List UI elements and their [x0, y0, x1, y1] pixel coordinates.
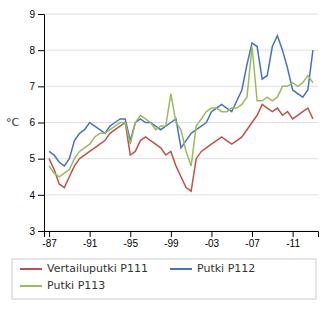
series-line	[49, 47, 313, 177]
x-tick-label: -11	[286, 238, 300, 249]
y-tick-label: 8	[29, 45, 35, 56]
y-tick-label: 5	[29, 153, 35, 164]
x-tick: -91	[83, 231, 98, 249]
legend-frame	[12, 259, 316, 299]
legend-label: Putki P112	[197, 262, 255, 275]
y-tick: 7	[29, 81, 44, 92]
legend-swatch	[20, 268, 42, 270]
grid-line	[44, 194, 318, 195]
x-tick-label: -07	[245, 238, 260, 249]
y-tick-label: 7	[29, 81, 35, 92]
y-tick-mark	[38, 14, 44, 15]
y-tick-mark	[38, 123, 44, 124]
lines	[49, 36, 313, 192]
chart-svg: -87 -91 -95 -99 -03 -07 -11 3 4 5 6 7 8 9 °C Vertailupu…	[0, 0, 332, 313]
x-tick-label: -95	[124, 238, 139, 249]
x-tick-mark	[130, 231, 131, 237]
x-tick-mark	[90, 231, 91, 237]
x-axis: -87 -91 -95 -99 -03 -07 -11	[42, 231, 318, 249]
x-tick-mark	[252, 231, 253, 237]
y-tick: 8	[29, 45, 44, 56]
grid-line	[44, 122, 318, 123]
grid-line	[44, 158, 318, 159]
y-axis-label: °C	[6, 116, 20, 129]
x-tick-label: -99	[164, 238, 179, 249]
y-tick-label: 3	[29, 226, 35, 237]
y-tick-mark	[38, 159, 44, 160]
y-axis: 3 4 5 6 7 8 9	[29, 9, 44, 237]
grid-line	[44, 14, 318, 15]
x-tick-mark	[293, 231, 294, 237]
x-tick: -99	[164, 231, 179, 249]
x-tick-mark	[171, 231, 172, 237]
legend-swatch	[20, 285, 42, 287]
legend-label: Putki P113	[47, 279, 105, 292]
x-tick-label: -03	[205, 238, 220, 249]
y-tick: 3	[29, 226, 44, 237]
legend-label: Vertailuputki P111	[47, 262, 148, 275]
x-tick: -03	[205, 231, 220, 249]
y-tick-label: 6	[29, 117, 35, 128]
y-tick: 4	[29, 190, 44, 201]
x-tick: -11	[286, 231, 300, 249]
legend-swatch	[170, 268, 192, 270]
x-tick-label: -91	[83, 238, 98, 249]
plot-area: -87 -91 -95 -99 -03 -07 -11 3 4 5 6 7 8 9	[29, 9, 318, 249]
chart-container: -87 -91 -95 -99 -03 -07 -11 3 4 5 6 7 8 9 °C Vertailupu…	[0, 0, 332, 313]
x-tick-mark	[211, 231, 212, 237]
grid-line	[44, 50, 318, 51]
grid-line	[44, 86, 318, 87]
y-tick-mark	[38, 86, 44, 87]
x-axis-line	[45, 232, 319, 238]
legend-item: Putki P113	[20, 279, 105, 292]
x-tick: -95	[124, 231, 139, 249]
legend-item: Putki P112	[170, 262, 255, 275]
x-tick-mark	[49, 231, 50, 237]
y-tick-mark	[38, 50, 44, 51]
y-tick: 9	[29, 9, 44, 20]
y-tick-mark	[38, 231, 44, 232]
y-tick-mark	[38, 195, 44, 196]
y-tick: 6	[29, 117, 44, 128]
y-tick: 5	[29, 153, 44, 164]
x-tick: -07	[245, 231, 260, 249]
y-axis-line	[38, 15, 45, 232]
legend: Vertailuputki P111 Putki P112 Putki P113	[12, 259, 316, 299]
x-tick: -87	[42, 231, 57, 249]
y-tick-label: 9	[29, 9, 35, 20]
x-tick-label: -87	[42, 238, 57, 249]
grid	[44, 14, 318, 231]
legend-item: Vertailuputki P111	[20, 262, 148, 275]
y-tick-label: 4	[29, 190, 35, 201]
